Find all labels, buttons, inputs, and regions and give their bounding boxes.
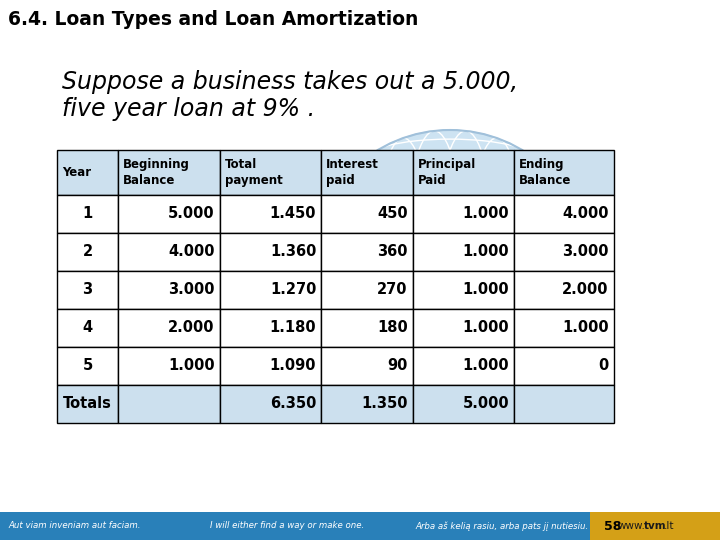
Text: 6.4. Loan Types and Loan Amortization: 6.4. Loan Types and Loan Amortization (8, 10, 418, 29)
Text: 180: 180 (377, 321, 408, 335)
Bar (118, 309, 220, 347)
Text: 4: 4 (83, 321, 93, 335)
Bar (321, 233, 413, 271)
Bar (57, 233, 118, 271)
Bar (321, 150, 413, 195)
Text: Suppose a business takes out a 5.000,: Suppose a business takes out a 5.000, (62, 70, 518, 94)
Text: 2: 2 (83, 245, 93, 260)
Text: Totals: Totals (63, 396, 112, 411)
Bar (220, 309, 321, 347)
Text: five year loan at 9% .: five year loan at 9% . (62, 97, 315, 121)
Text: Ending
Balance: Ending Balance (519, 158, 572, 187)
Text: 1.000: 1.000 (168, 359, 215, 374)
Text: 90: 90 (387, 359, 408, 374)
Bar (220, 347, 321, 385)
Text: 0: 0 (598, 359, 609, 374)
Bar (220, 385, 321, 423)
Text: Interest
paid: Interest paid (326, 158, 379, 187)
Text: 58: 58 (604, 519, 621, 532)
Bar (57, 150, 118, 195)
Bar (220, 150, 321, 195)
Text: 6.350: 6.350 (270, 396, 316, 411)
Bar (413, 347, 514, 385)
Text: www.: www. (618, 521, 646, 531)
Text: 5: 5 (82, 359, 93, 374)
Bar (118, 150, 220, 195)
Bar (413, 150, 514, 195)
Bar (118, 233, 220, 271)
Text: Principal
Paid: Principal Paid (418, 158, 476, 187)
Text: .lt: .lt (664, 521, 675, 531)
Text: 1.450: 1.450 (270, 206, 316, 221)
Bar (413, 271, 514, 309)
Bar (514, 271, 614, 309)
Bar (118, 271, 220, 309)
Bar (321, 271, 413, 309)
Text: Year: Year (62, 166, 91, 179)
Bar (321, 195, 413, 233)
Bar (514, 347, 614, 385)
Bar (321, 385, 413, 423)
Text: 3.000: 3.000 (562, 245, 609, 260)
Text: 5.000: 5.000 (168, 206, 215, 221)
Text: 1.000: 1.000 (462, 321, 509, 335)
Bar (118, 385, 220, 423)
Text: 1.000: 1.000 (462, 245, 509, 260)
Bar (220, 271, 321, 309)
Bar (57, 309, 118, 347)
Text: Aut viam inveniam aut faciam.: Aut viam inveniam aut faciam. (8, 522, 140, 530)
Bar (514, 233, 614, 271)
Text: 270: 270 (377, 282, 408, 298)
Text: 3.000: 3.000 (168, 282, 215, 298)
Text: 1.180: 1.180 (270, 321, 316, 335)
Bar (118, 195, 220, 233)
Bar (413, 385, 514, 423)
Text: 3: 3 (83, 282, 93, 298)
Text: 4.000: 4.000 (168, 245, 215, 260)
Text: 2.000: 2.000 (562, 282, 609, 298)
Text: 360: 360 (377, 245, 408, 260)
Text: 1.270: 1.270 (270, 282, 316, 298)
Text: 1.000: 1.000 (462, 359, 509, 374)
Bar (220, 233, 321, 271)
Text: Beginning
Balance: Beginning Balance (123, 158, 190, 187)
Text: 1.090: 1.090 (270, 359, 316, 374)
Text: 1.000: 1.000 (462, 282, 509, 298)
Text: 4.000: 4.000 (562, 206, 609, 221)
Text: I will either find a way or make one.: I will either find a way or make one. (210, 522, 364, 530)
Text: 1.000: 1.000 (462, 206, 509, 221)
Bar (514, 385, 614, 423)
Text: 5.000: 5.000 (462, 396, 509, 411)
Text: 2.000: 2.000 (168, 321, 215, 335)
Bar (57, 195, 118, 233)
Text: 1.000: 1.000 (562, 321, 609, 335)
Bar (413, 195, 514, 233)
Text: 1.350: 1.350 (361, 396, 408, 411)
Text: 1.360: 1.360 (270, 245, 316, 260)
Bar (590, 512, 720, 540)
Text: tvm: tvm (644, 521, 667, 531)
Bar (413, 233, 514, 271)
Text: 1: 1 (82, 206, 93, 221)
Bar (57, 271, 118, 309)
Bar (118, 347, 220, 385)
Bar (321, 309, 413, 347)
Text: Total
payment: Total payment (225, 158, 282, 187)
Bar (321, 347, 413, 385)
Bar (57, 347, 118, 385)
Circle shape (310, 130, 590, 410)
Bar (57, 385, 118, 423)
Bar (413, 309, 514, 347)
Bar (514, 150, 614, 195)
Text: 450: 450 (377, 206, 408, 221)
Bar (514, 195, 614, 233)
Bar (220, 195, 321, 233)
Text: Arba aš kelią rasiu, arba pats jį nutiesiu.: Arba aš kelią rasiu, arba pats jį nuties… (415, 521, 588, 531)
Bar (0, 512, 590, 540)
Bar (514, 309, 614, 347)
